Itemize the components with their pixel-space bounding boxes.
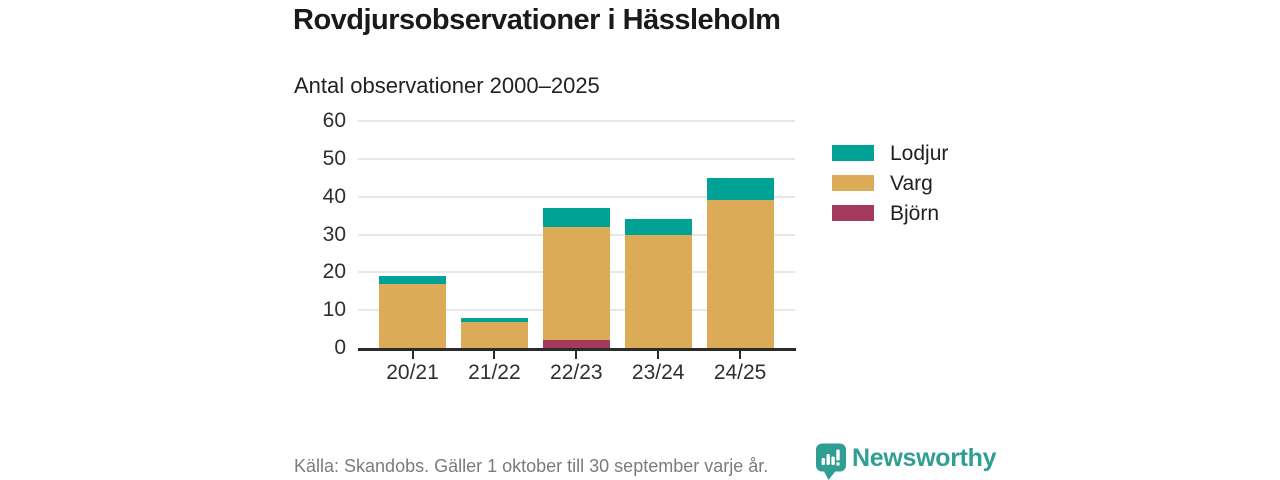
x-axis-tick-label: 20/21 [386,361,439,384]
x-axis-tick-label: 24/25 [713,361,767,384]
bar-segment-varg-21/22 [460,321,528,348]
legend-swatch-björn [832,205,874,221]
bar-segment-varg-22/23 [542,226,610,341]
bar-segment-björn-22/23 [542,340,610,348]
y-axis-tick-label: 60 [322,109,346,132]
x-axis-tick-label: 21/22 [468,361,521,384]
legend-swatch-varg [832,175,874,191]
legend-label: Björn [890,201,940,225]
x-axis-tick [575,351,578,359]
bar-segment-lodjur-22/23 [542,208,610,227]
newsworthy-logo-icon [816,443,846,480]
bar-segment-varg-23/24 [624,234,692,348]
gridline-y40 [358,195,795,198]
source-text: Källa: Skandobs. Gäller 1 oktober till 3… [294,456,769,476]
legend-label: Lodjur [890,141,949,165]
bar-segment-lodjur-21/22 [460,317,528,322]
gridline-y50 [358,157,795,160]
y-axis-tick-label: 0 [334,336,346,359]
chart-subtitle: Antal observationer 2000–2025 [294,73,600,98]
y-axis-tick-label: 10 [322,298,346,322]
bar-segment-varg-24/25 [706,200,774,348]
x-axis-tick [657,351,660,359]
plot-area [358,120,795,348]
x-axis-tick [493,351,496,359]
bar-segment-lodjur-24/25 [706,177,774,201]
legend-label: Varg [890,171,933,195]
legend-item-björn: Björn [832,201,948,225]
y-axis-tick-label: 20 [322,260,346,284]
legend: Lodjur Varg Björn [832,141,949,235]
x-axis-tick-label: 22/23 [550,361,603,384]
x-axis-line [358,348,796,351]
gridline-y60 [358,120,795,122]
bar-segment-lodjur-20/21 [379,276,446,284]
x-axis-tick-label: 23/24 [631,361,685,384]
legend-swatch-lodjur [832,145,874,161]
y-axis-tick-label: 50 [322,146,346,170]
bar-segment-lodjur-23/24 [624,219,692,235]
bar-segment-varg-20/21 [379,283,446,348]
x-axis-tick [411,351,414,359]
brand-name: Newsworthy [852,444,997,472]
y-axis-tick-label: 30 [322,222,346,246]
y-axis-tick-label: 40 [322,184,346,208]
x-axis-tick [739,351,742,359]
legend-item-varg: Varg [832,171,948,195]
chart-title: Rovdjursobservationer i Hässleholm [293,4,781,36]
legend-item-lodjur: Lodjur [832,141,949,165]
